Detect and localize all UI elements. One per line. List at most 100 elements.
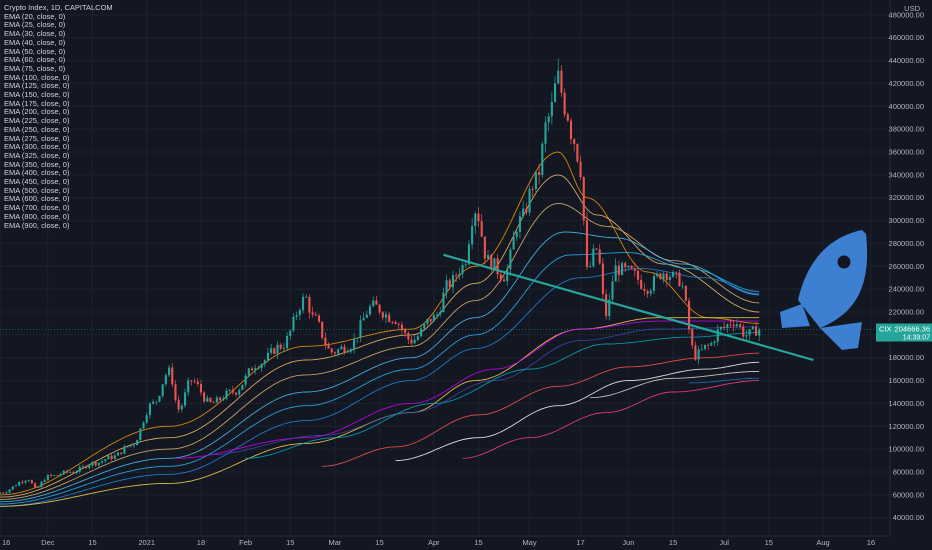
candle (91, 462, 94, 466)
indicator-label[interactable]: EMA (700, close, 0) (4, 203, 70, 213)
y-tick-label: 460000.00 (889, 33, 924, 42)
indicator-label[interactable]: EMA (20, close, 0) (4, 11, 66, 21)
candle (576, 143, 579, 162)
candle (560, 70, 563, 93)
candle (215, 397, 218, 403)
indicator-label[interactable]: EMA (75, close, 0) (4, 63, 66, 73)
candle (292, 316, 295, 331)
x-tick-label: 15 (765, 538, 773, 547)
x-tick-label: Apr (428, 538, 440, 547)
candle (321, 321, 324, 338)
candle (308, 296, 311, 313)
indicator-label[interactable]: EMA (800, close, 0) (4, 211, 70, 221)
candle (611, 281, 614, 300)
candle (758, 329, 761, 336)
candle (110, 455, 113, 459)
candle (404, 329, 407, 333)
indicator-label[interactable]: EMA (275, close, 0) (4, 133, 70, 143)
candle (276, 344, 279, 354)
candle (509, 249, 512, 270)
candle (235, 392, 238, 395)
indicator-label[interactable]: EMA (40, close, 0) (4, 37, 66, 47)
candle (286, 336, 289, 349)
candle (652, 276, 655, 291)
candle (754, 326, 758, 336)
ema-line (0, 268, 760, 507)
trendline[interactable] (443, 253, 814, 362)
chart-title[interactable]: Crypto Index, 1D, CAPITALCOM (4, 3, 113, 12)
candle (499, 274, 502, 280)
indicator-label[interactable]: EMA (325, close, 0) (4, 150, 70, 160)
indicator-label[interactable]: EMA (100, close, 0) (4, 72, 70, 82)
candle (273, 348, 276, 354)
indicator-label[interactable]: EMA (250, close, 0) (4, 124, 70, 134)
candle (627, 265, 630, 268)
candle (544, 122, 547, 144)
candle (37, 487, 40, 488)
candle (703, 344, 707, 349)
indicator-label[interactable]: EMA (350, close, 0) (4, 159, 70, 169)
candle (231, 389, 234, 393)
indicator-label[interactable]: EMA (175, close, 0) (4, 98, 70, 108)
candle (751, 326, 754, 330)
indicator-label[interactable]: EMA (225, close, 0) (4, 116, 70, 126)
candle (461, 264, 464, 274)
indicator-label[interactable]: EMA (600, close, 0) (4, 194, 70, 204)
candle (126, 446, 129, 448)
trendline-layer[interactable] (443, 253, 814, 362)
candle (145, 415, 148, 423)
x-tick-label: 15 (88, 538, 96, 547)
candle (672, 271, 675, 277)
y-tick-label: 120000.00 (889, 422, 924, 431)
indicator-label[interactable]: EMA (30, close, 0) (4, 29, 66, 39)
indicator-label[interactable]: EMA (125, close, 0) (4, 81, 70, 91)
x-tick-label: Dec (41, 538, 55, 547)
candle (624, 263, 627, 268)
y-tick-label: 420000.00 (889, 79, 924, 88)
indicator-label[interactable]: EMA (900, close, 0) (4, 220, 70, 230)
candle (266, 352, 270, 361)
y-tick-label: 40000.00 (893, 513, 924, 522)
candle (675, 271, 678, 273)
candle (694, 345, 697, 360)
indicator-label[interactable]: EMA (50, close, 0) (4, 46, 66, 56)
price-tag-value: 204666.36 (895, 325, 930, 334)
candle (270, 348, 273, 353)
y-tick-label: 360000.00 (889, 148, 924, 157)
candle (416, 336, 419, 340)
price-axis[interactable]: 40000.00 60000.00 80000.00 100000.00 120000.… (889, 10, 924, 522)
candle (0, 492, 2, 494)
indicator-label[interactable]: EMA (400, close, 0) (4, 168, 70, 178)
candle (353, 338, 356, 350)
candle (410, 339, 413, 344)
indicator-list: EMA (20, close, 0) EMA (25, close, 0) EMA … (4, 11, 113, 231)
candle (541, 143, 544, 175)
indicator-label[interactable]: EMA (60, close, 0) (4, 55, 66, 65)
candle (633, 268, 636, 271)
candle (636, 270, 640, 280)
candle (640, 279, 643, 289)
indicator-label[interactable]: EMA (25, close, 0) (4, 20, 66, 30)
candle (448, 280, 451, 288)
candle (579, 161, 582, 178)
indicator-label[interactable]: EMA (200, close, 0) (4, 107, 70, 117)
candle (710, 343, 713, 346)
indicator-label[interactable]: EMA (300, close, 0) (4, 142, 70, 152)
candle (314, 314, 317, 316)
candle (21, 482, 24, 483)
candle (538, 171, 541, 175)
candle (423, 323, 426, 329)
candle (49, 474, 53, 476)
indicator-label[interactable]: EMA (450, close, 0) (4, 177, 70, 187)
candle (455, 275, 458, 277)
y-tick-label: 180000.00 (889, 353, 924, 362)
x-tick-label: 15 (286, 538, 294, 547)
indicator-label[interactable]: EMA (150, close, 0) (4, 90, 70, 100)
candle (716, 329, 719, 342)
time-axis[interactable]: 16 Dec 15 2021 18 Feb 15 Mar 15 Apr 15 May 17 Jun 15 Ju… (2, 538, 875, 547)
candle (254, 368, 257, 371)
indicator-label[interactable]: EMA (500, close, 0) (4, 185, 70, 195)
candle (5, 492, 8, 494)
candle (678, 272, 681, 287)
